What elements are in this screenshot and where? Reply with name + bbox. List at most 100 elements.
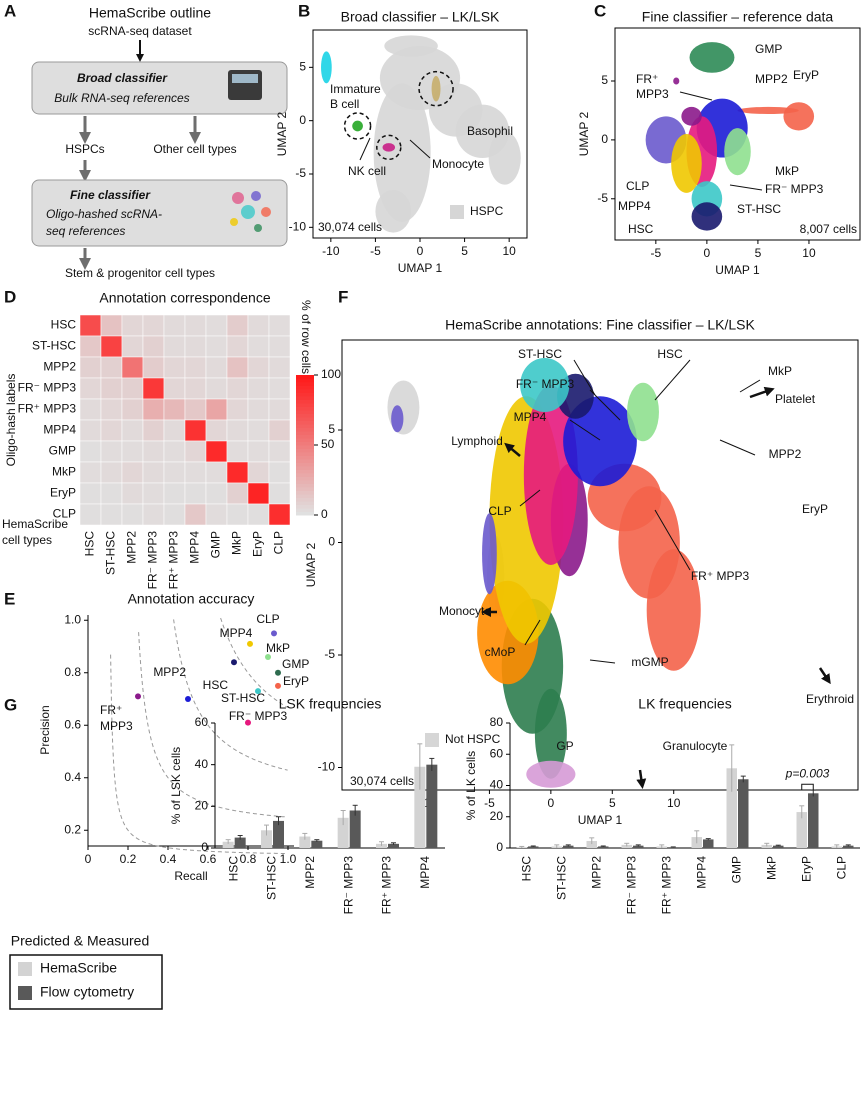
significance-bracket xyxy=(801,783,814,791)
heatmap-cell xyxy=(268,440,291,463)
heatmap-cell xyxy=(184,377,207,400)
heatmap-cell xyxy=(268,503,291,526)
heatmap-cell xyxy=(247,335,270,358)
heatmap-cell xyxy=(205,461,228,484)
colorbar-step xyxy=(296,476,314,481)
legend-swatch xyxy=(18,986,32,1000)
leader-line xyxy=(359,137,371,161)
bar xyxy=(273,820,284,848)
heatmap-cell xyxy=(226,314,249,337)
legend-label: HSPC xyxy=(470,204,504,218)
x-tick-label: 10 xyxy=(667,796,681,810)
heatmap-cell xyxy=(121,377,144,400)
bar xyxy=(808,793,819,848)
heatmap-cell xyxy=(100,335,123,358)
x-tick-label: -5 xyxy=(484,796,495,810)
arrow xyxy=(636,769,647,789)
colorbar-step xyxy=(296,427,314,432)
heatmap-cell xyxy=(163,314,186,337)
cell-cloud xyxy=(526,760,576,788)
x-tick-label: 10 xyxy=(502,244,516,258)
column-label: MkP xyxy=(230,531,244,555)
bar xyxy=(349,810,361,848)
heatmap-cell xyxy=(205,503,228,526)
chart-title: HemaScribe annotations: Fine classifier … xyxy=(445,317,755,333)
y-tick-label: 0 xyxy=(601,132,608,146)
leader-line xyxy=(589,389,621,421)
colorbar-step xyxy=(296,466,314,470)
colorbar-step xyxy=(296,497,314,502)
colorbar-step xyxy=(296,504,314,509)
heatmap-cell xyxy=(142,482,165,505)
colorbar-step xyxy=(296,501,314,505)
y-axis-label: UMAP 2 xyxy=(304,542,318,587)
colorbar-step xyxy=(296,487,314,491)
x-tick-label: HSC xyxy=(226,856,240,882)
colorbar-tick-label: 50 xyxy=(321,437,335,451)
y-tick-label: 60 xyxy=(490,746,504,760)
heatmap-cell xyxy=(163,440,186,463)
point-label: EryP xyxy=(283,674,309,688)
x-tick-label: 0.2 xyxy=(120,852,137,866)
heatmap-cell xyxy=(100,314,123,337)
bar xyxy=(773,845,784,848)
cell-cloud xyxy=(534,688,567,779)
y-tick-label: 0.6 xyxy=(64,717,81,731)
colorbar-step xyxy=(296,385,314,390)
x-axis-label: UMAP 1 xyxy=(715,263,760,277)
x-tick-label: 0.4 xyxy=(160,852,177,866)
heatmap-cell xyxy=(226,335,249,358)
annotation: CLP xyxy=(488,504,511,518)
column-label: FR⁺ MPP3 xyxy=(167,531,181,590)
heatmap-cell xyxy=(268,377,291,400)
cell-cloud xyxy=(373,83,431,222)
heatmap-cell xyxy=(121,503,144,526)
heatmap-cell xyxy=(247,482,270,505)
heatmap-cell xyxy=(247,440,270,463)
x-tick-label: -10 xyxy=(322,244,340,258)
heatmap-cell xyxy=(268,482,291,505)
y-tick-label: -5 xyxy=(324,647,335,661)
row-label: GMP xyxy=(49,444,76,458)
colorbar-step xyxy=(296,417,314,421)
branch: HSPCs xyxy=(65,142,104,156)
x-tick-label: MPP4 xyxy=(695,856,709,889)
annotation: ST-HSC xyxy=(737,202,781,216)
heatmap-cell xyxy=(163,419,186,442)
bar xyxy=(528,846,539,848)
colorbar-step xyxy=(296,469,314,474)
chart-title: Fine classifier – reference data xyxy=(642,9,834,25)
panel-label: C xyxy=(594,1,606,20)
annotation: Erythroid xyxy=(806,692,854,706)
bar xyxy=(738,779,749,848)
heatmap-cell xyxy=(142,503,165,526)
point xyxy=(247,640,253,647)
x-axis-label: UMAP 1 xyxy=(398,261,443,275)
f1-curve xyxy=(220,617,288,708)
bar xyxy=(234,837,246,848)
heatmap-cell xyxy=(247,461,270,484)
chart-title: LSK frequencies xyxy=(279,696,382,712)
chart-title: LK frequencies xyxy=(638,696,731,712)
colorbar-step xyxy=(296,413,314,418)
branch: Other cell types xyxy=(153,142,236,156)
row-label: ST-HSC xyxy=(32,339,76,353)
x-tick-label: 5 xyxy=(609,796,616,810)
heatmap-cell xyxy=(79,461,102,484)
panel-label: G xyxy=(4,695,17,714)
bar xyxy=(563,845,574,848)
fine-name: Fine classifier xyxy=(70,188,151,202)
x-tick-label: HSC xyxy=(520,856,534,882)
y-tick-label: 40 xyxy=(490,778,504,792)
f1-curve xyxy=(173,619,288,771)
heatmap-cell xyxy=(184,356,207,379)
y-tick-label: 0 xyxy=(201,840,208,854)
heatmap-cell xyxy=(226,377,249,400)
bar xyxy=(633,845,644,848)
y-tick-label: 0 xyxy=(299,113,306,127)
colorbar-step xyxy=(296,406,314,411)
sequencer-icon xyxy=(232,74,258,83)
heatmap-cell xyxy=(121,335,144,358)
legend-swatch xyxy=(450,205,464,219)
annotation: FR⁺ MPP3 xyxy=(691,569,750,583)
